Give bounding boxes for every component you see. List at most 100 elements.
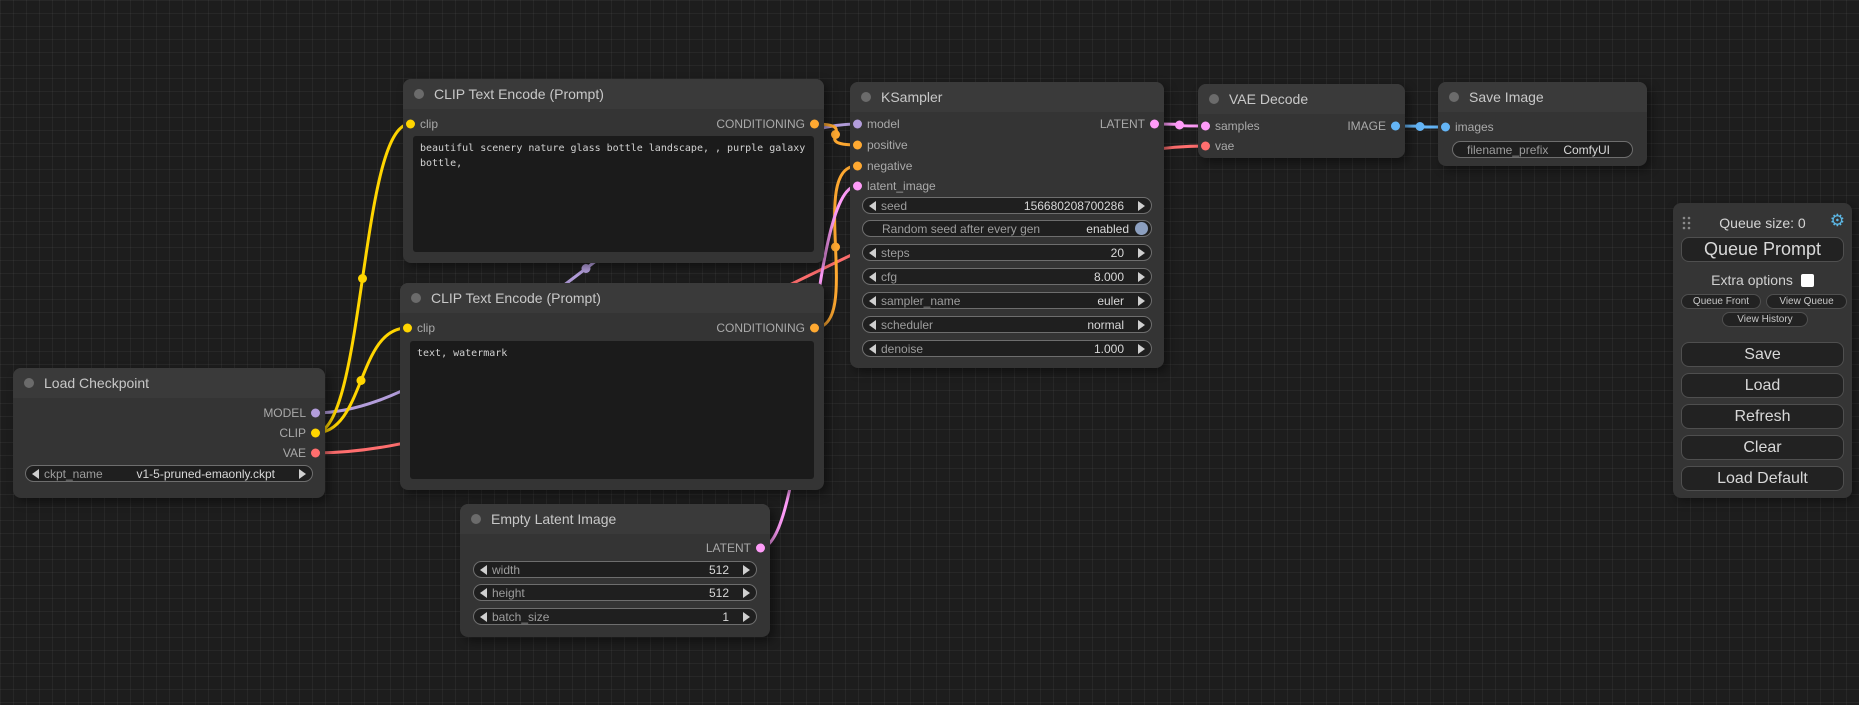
widget-filename-prefix[interactable]: filename_prefix ComfyUI	[1452, 141, 1633, 158]
widget-value: euler	[1097, 293, 1124, 308]
node-title-bar[interactable]: CLIP Text Encode (Prompt)	[403, 79, 824, 109]
input-label: samples	[1215, 119, 1260, 133]
node-clip-text-encode-negative[interactable]: CLIP Text Encode (Prompt) clip CONDITION…	[400, 283, 824, 490]
widget-cfg[interactable]: cfg 8.000	[862, 268, 1152, 285]
queue-front-button[interactable]: Queue Front	[1681, 294, 1761, 309]
output-label: MODEL	[263, 406, 306, 420]
output-port-model[interactable]	[311, 408, 320, 418]
toggle-indicator[interactable]	[1135, 222, 1148, 235]
increment-arrow-icon[interactable]	[1138, 247, 1145, 258]
widget-denoise[interactable]: denoise 1.000	[862, 340, 1152, 357]
node-title-bar[interactable]: Empty Latent Image	[460, 504, 770, 534]
collapse-dot[interactable]	[471, 514, 481, 524]
output-port-clip[interactable]	[311, 428, 320, 438]
increment-arrow-icon[interactable]	[1138, 295, 1145, 306]
view-history-button[interactable]: View History	[1722, 312, 1808, 327]
input-label: latent_image	[867, 179, 936, 193]
refresh-button[interactable]: Refresh	[1681, 404, 1844, 429]
input-port-clip[interactable]	[403, 323, 412, 333]
collapse-dot[interactable]	[1449, 92, 1459, 102]
prompt-textarea[interactable]: text, watermark	[410, 341, 814, 479]
previous-arrow-icon[interactable]	[32, 468, 39, 479]
next-arrow-icon[interactable]	[299, 468, 306, 479]
input-port-clip[interactable]	[406, 119, 415, 129]
node-title: CLIP Text Encode (Prompt)	[431, 290, 601, 306]
node-title-bar[interactable]: KSampler	[850, 82, 1164, 112]
collapse-dot[interactable]	[1209, 94, 1219, 104]
input-port-model[interactable]	[853, 119, 862, 129]
output-port-conditioning[interactable]	[810, 119, 819, 129]
output-port-latent[interactable]	[1150, 119, 1159, 129]
node-load-checkpoint[interactable]: Load Checkpoint MODEL CLIP VAE ckpt_name…	[13, 368, 325, 498]
decrement-arrow-icon[interactable]	[869, 247, 876, 258]
node-vae-decode[interactable]: VAE Decode samples IMAGE vae	[1198, 84, 1405, 158]
increment-arrow-icon[interactable]	[1138, 271, 1145, 282]
node-clip-text-encode-positive[interactable]: CLIP Text Encode (Prompt) clip CONDITION…	[403, 79, 824, 263]
decrement-arrow-icon[interactable]	[869, 295, 876, 306]
node-empty-latent-image[interactable]: Empty Latent Image LATENT width 512 heig…	[460, 504, 770, 637]
link-midpoint-dot	[356, 376, 366, 385]
widget-width[interactable]: width 512	[473, 561, 757, 578]
load-default-button[interactable]: Load Default	[1681, 466, 1844, 491]
output-label: LATENT	[705, 541, 751, 555]
decrement-arrow-icon[interactable]	[869, 319, 876, 330]
queue-prompt-button[interactable]: Queue Prompt	[1681, 237, 1844, 262]
node-title-bar[interactable]: Load Checkpoint	[13, 368, 325, 398]
node-title-bar[interactable]: Save Image	[1438, 82, 1647, 112]
collapse-dot[interactable]	[24, 378, 34, 388]
node-save-image[interactable]: Save Image images filename_prefix ComfyU…	[1438, 82, 1647, 166]
input-label: model	[867, 117, 900, 131]
output-label: IMAGE	[1347, 119, 1386, 133]
decrement-arrow-icon[interactable]	[869, 271, 876, 282]
input-port-images[interactable]	[1441, 122, 1450, 132]
clear-button[interactable]: Clear	[1681, 435, 1844, 460]
output-port-image[interactable]	[1391, 121, 1400, 131]
output-label: CONDITIONING	[716, 321, 805, 335]
widget-label: filename_prefix	[1467, 142, 1549, 157]
widget-scheduler[interactable]: scheduler normal	[862, 316, 1152, 333]
widget-value: 512	[708, 585, 729, 600]
collapse-dot[interactable]	[861, 92, 871, 102]
output-port-conditioning[interactable]	[810, 323, 819, 333]
output-port-latent[interactable]	[756, 543, 765, 553]
decrement-arrow-icon[interactable]	[869, 200, 876, 211]
widget-ckpt-name[interactable]: ckpt_name v1-5-pruned-emaonly.ckpt	[25, 465, 313, 482]
increment-arrow-icon[interactable]	[1138, 200, 1145, 211]
input-port-samples[interactable]	[1201, 121, 1210, 131]
save-button[interactable]: Save	[1681, 342, 1844, 367]
widget-value: ComfyUI	[1563, 142, 1610, 157]
increment-arrow-icon[interactable]	[743, 564, 750, 575]
prompt-textarea[interactable]: beautiful scenery nature glass bottle la…	[413, 136, 814, 252]
widget-seed[interactable]: seed 156680208700286	[862, 197, 1152, 214]
node-title-bar[interactable]: CLIP Text Encode (Prompt)	[400, 283, 824, 313]
decrement-arrow-icon[interactable]	[480, 587, 487, 598]
decrement-arrow-icon[interactable]	[869, 343, 876, 354]
queue-panel: Queue size: 0 ⚙ Queue Prompt Extra optio…	[1673, 203, 1852, 498]
drag-handle-icon[interactable]	[1682, 216, 1692, 236]
decrement-arrow-icon[interactable]	[480, 611, 487, 622]
increment-arrow-icon[interactable]	[743, 611, 750, 622]
widget-height[interactable]: height 512	[473, 584, 757, 601]
input-port-positive[interactable]	[853, 140, 862, 150]
view-queue-button[interactable]: View Queue	[1766, 294, 1847, 309]
extra-options-checkbox[interactable]	[1800, 273, 1814, 287]
input-port-negative[interactable]	[853, 161, 862, 171]
output-port-vae[interactable]	[311, 448, 320, 458]
decrement-arrow-icon[interactable]	[480, 564, 487, 575]
node-ksampler[interactable]: KSampler model LATENT positive negative …	[850, 82, 1164, 368]
input-port-vae[interactable]	[1201, 141, 1210, 151]
load-button[interactable]: Load	[1681, 373, 1844, 398]
input-port-latent-image[interactable]	[853, 181, 862, 191]
gear-icon[interactable]: ⚙	[1829, 211, 1845, 230]
widget-random-seed-toggle[interactable]: Random seed after every gen enabled	[862, 220, 1152, 237]
collapse-dot[interactable]	[411, 293, 421, 303]
widget-sampler-name[interactable]: sampler_name euler	[862, 292, 1152, 309]
collapse-dot[interactable]	[414, 89, 424, 99]
widget-batch-size[interactable]: batch_size 1	[473, 608, 757, 625]
increment-arrow-icon[interactable]	[1138, 319, 1145, 330]
node-title-bar[interactable]: VAE Decode	[1198, 84, 1405, 114]
widget-steps[interactable]: steps 20	[862, 244, 1152, 261]
increment-arrow-icon[interactable]	[743, 587, 750, 598]
increment-arrow-icon[interactable]	[1138, 343, 1145, 354]
